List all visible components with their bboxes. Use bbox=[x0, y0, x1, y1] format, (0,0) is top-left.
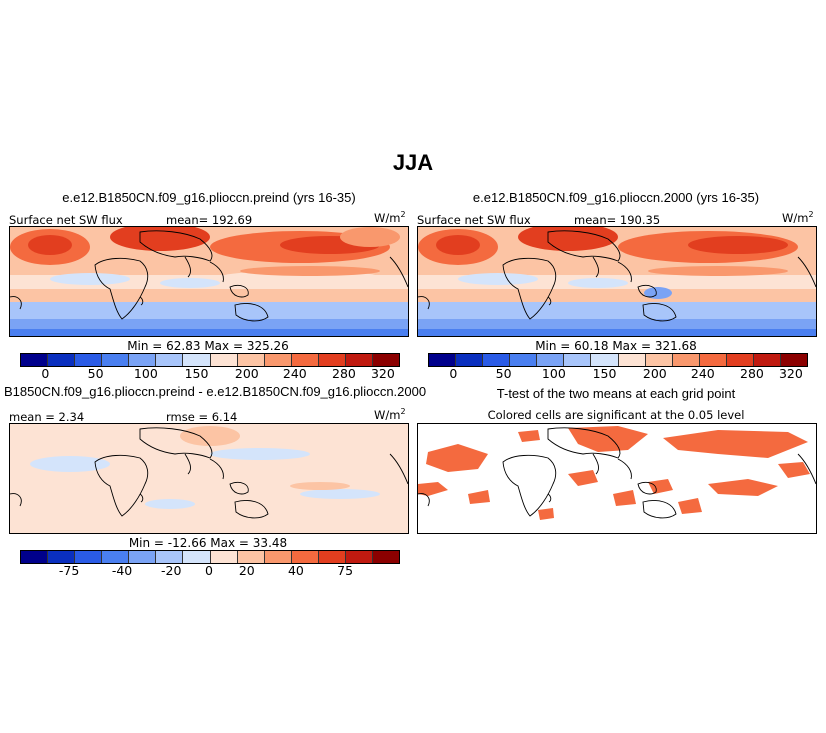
panel3-rmse-label: rmse = 6.14 bbox=[166, 410, 238, 424]
colorbar-swatch bbox=[210, 354, 238, 366]
colorbar-swatch bbox=[699, 354, 727, 366]
colorbar-tick-label: 200 bbox=[642, 366, 667, 381]
colorbar-tick-label: 150 bbox=[592, 366, 617, 381]
colorbar-tick-label: 75 bbox=[337, 563, 354, 578]
panel1-colorbar-ticks: 0 50 100 150 200 240 280 320 bbox=[20, 366, 398, 382]
colorbar-tick-label: 0 bbox=[205, 563, 213, 578]
panel3-colorbar-ticks: -75 -40 -20 0 20 40 75 bbox=[20, 563, 398, 579]
colorbar-swatch bbox=[75, 551, 103, 563]
colorbar-swatch bbox=[264, 551, 292, 563]
colorbar-tick-label: 0 bbox=[41, 366, 50, 381]
panel3-title: B1850CN.f09_g16.plioccn.preind - e.e12.B… bbox=[4, 384, 427, 399]
colorbar-swatch bbox=[373, 354, 400, 366]
panel2-title: e.e12.B1850CN.f09_g16.plioccn.2000 (yrs … bbox=[472, 190, 760, 205]
colorbar-swatch bbox=[237, 354, 265, 366]
colorbar-tick-label: 150 bbox=[184, 366, 209, 381]
colorbar-swatch bbox=[318, 354, 346, 366]
panel2-map-svg bbox=[418, 227, 816, 336]
colorbar-tick-label: 50 bbox=[495, 366, 512, 381]
panel1-map-svg bbox=[10, 227, 408, 336]
panel1-mean-label: mean= 192.69 bbox=[166, 213, 253, 227]
colorbar-swatch bbox=[429, 354, 457, 366]
panel2-colorbar-ticks: 0 50 100 150 200 240 280 320 bbox=[428, 366, 806, 382]
colorbar-swatch bbox=[726, 354, 754, 366]
colorbar-swatch bbox=[345, 354, 374, 366]
colorbar-tick-label: 0 bbox=[449, 366, 458, 381]
colorbar-tick-label: 320 bbox=[370, 366, 395, 381]
panel1-map bbox=[9, 226, 409, 337]
panel3-minmax: Min = -12.66 Max = 33.48 bbox=[128, 536, 288, 550]
colorbar-swatch bbox=[156, 551, 184, 563]
colorbar-tick-label: -75 bbox=[58, 563, 80, 578]
panel2-map bbox=[417, 226, 817, 337]
colorbar-swatch bbox=[102, 354, 130, 366]
panel2-colorbar bbox=[428, 353, 808, 367]
colorbar-swatch bbox=[75, 354, 103, 366]
colorbar-tick-label: 280 bbox=[332, 366, 356, 381]
colorbar-swatch bbox=[156, 354, 184, 366]
panel1-colorbar bbox=[20, 353, 400, 367]
colorbar-tick-label: 50 bbox=[87, 366, 104, 381]
colorbar-swatch bbox=[537, 354, 565, 366]
colorbar-tick-label: 320 bbox=[778, 366, 803, 381]
colorbar-swatch bbox=[48, 551, 76, 563]
colorbar-tick-label: 200 bbox=[234, 366, 259, 381]
colorbar-swatch bbox=[564, 354, 592, 366]
panel3-map-svg bbox=[10, 424, 408, 533]
colorbar-swatch bbox=[21, 551, 49, 563]
colorbar-swatch bbox=[129, 354, 157, 366]
colorbar-swatch bbox=[237, 551, 265, 563]
colorbar-swatch bbox=[183, 354, 211, 366]
panel3-units: W/m2 bbox=[374, 407, 406, 422]
colorbar-swatch bbox=[291, 551, 319, 563]
panel2-units: W/m2 bbox=[782, 210, 814, 225]
panel4-map bbox=[417, 423, 817, 534]
colorbar-swatch bbox=[753, 354, 782, 366]
colorbar-tick-label: 280 bbox=[740, 366, 764, 381]
colorbar-swatch bbox=[129, 551, 157, 563]
panel1-title: e.e12.B1850CN.f09_g16.plioccn.preind (yr… bbox=[62, 190, 356, 205]
colorbar-swatch bbox=[781, 354, 808, 366]
panel4-title: T-test of the two means at each grid poi… bbox=[496, 386, 736, 401]
panel2-variable-label: Surface net SW flux bbox=[417, 213, 531, 227]
colorbar-swatch bbox=[291, 354, 319, 366]
colorbar-tick-label: -20 bbox=[160, 563, 182, 578]
colorbar-swatch bbox=[483, 354, 511, 366]
colorbar-swatch bbox=[645, 354, 673, 366]
colorbar-swatch bbox=[102, 551, 130, 563]
colorbar-swatch bbox=[591, 354, 619, 366]
colorbar-tick-label: -40 bbox=[111, 563, 133, 578]
panel3-mean-label: mean = 2.34 bbox=[9, 410, 85, 424]
colorbar-swatch bbox=[456, 354, 484, 366]
colorbar-swatch bbox=[264, 354, 292, 366]
colorbar-swatch bbox=[21, 354, 49, 366]
colorbar-swatch bbox=[318, 551, 346, 563]
colorbar-tick-label: 100 bbox=[133, 366, 158, 381]
panel1-variable-label: Surface net SW flux bbox=[9, 213, 123, 227]
panel3-map bbox=[9, 423, 409, 534]
panel4-subtitle: Colored cells are significant at the 0.0… bbox=[487, 408, 745, 422]
colorbar-tick-label: 100 bbox=[541, 366, 566, 381]
colorbar-swatch bbox=[48, 354, 76, 366]
panel1-units: W/m2 bbox=[374, 210, 406, 225]
colorbar-swatch bbox=[618, 354, 646, 366]
main-title: JJA bbox=[392, 150, 434, 175]
colorbar-swatch bbox=[510, 354, 538, 366]
colorbar-tick-label: 240 bbox=[282, 366, 307, 381]
colorbar-swatch bbox=[345, 551, 374, 563]
colorbar-swatch bbox=[210, 551, 238, 563]
colorbar-tick-label: 40 bbox=[287, 563, 304, 578]
panel2-mean-label: mean= 190.35 bbox=[574, 213, 661, 227]
panel1-minmax: Min = 62.83 Max = 325.26 bbox=[127, 339, 289, 353]
panel4-map-svg bbox=[418, 424, 816, 533]
colorbar-swatch bbox=[672, 354, 700, 366]
colorbar-tick-label: 240 bbox=[690, 366, 715, 381]
panel2-minmax: Min = 60.18 Max = 321.68 bbox=[535, 339, 697, 353]
colorbar-tick-label: 20 bbox=[238, 563, 255, 578]
panel3-colorbar bbox=[20, 550, 400, 564]
colorbar-swatch bbox=[373, 551, 400, 563]
colorbar-swatch bbox=[183, 551, 211, 563]
